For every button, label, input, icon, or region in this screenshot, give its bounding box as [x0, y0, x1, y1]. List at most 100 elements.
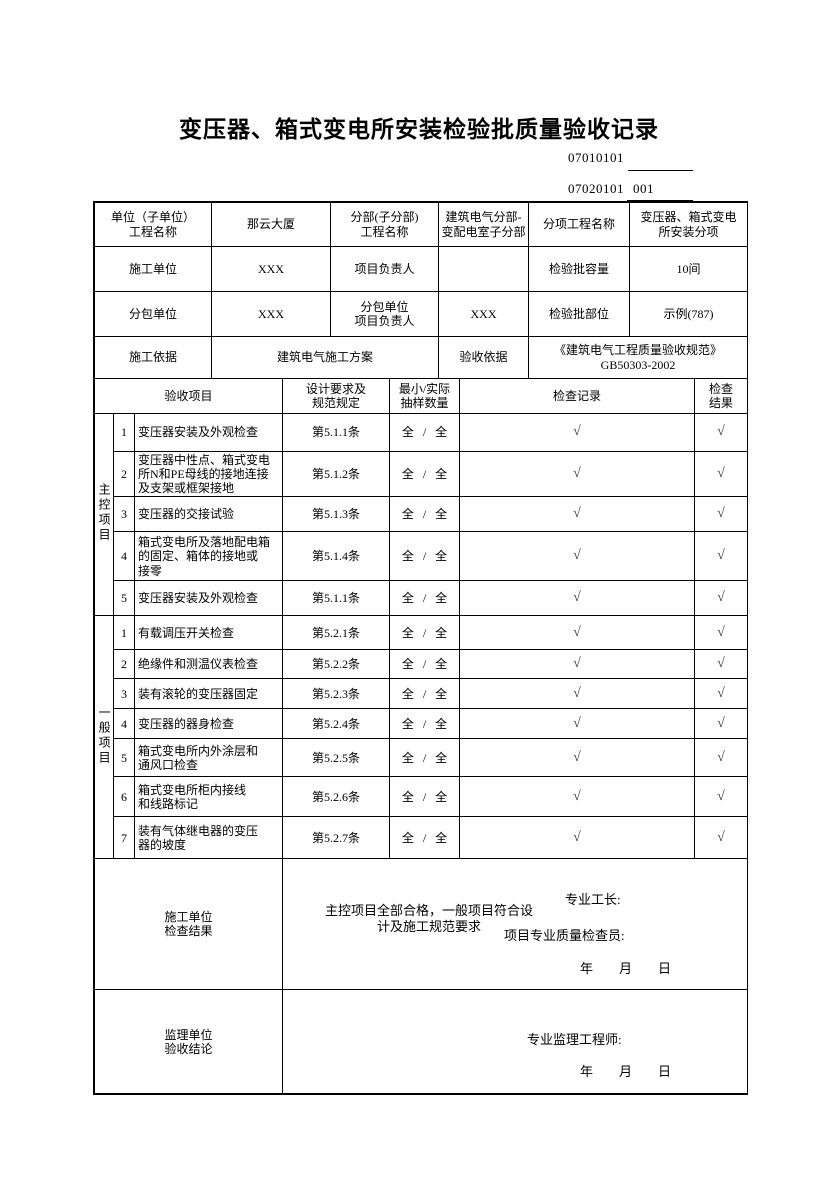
items-header-project: 验收项目 [94, 378, 283, 414]
supervision-date-line: 年 月 日 [580, 1064, 672, 1080]
item-name: 装有气体继电器的变压 器的坡度 [134, 816, 283, 860]
check-record-mark: √ [459, 580, 695, 617]
item-sample: 全 / 全 [389, 678, 460, 710]
check-record-mark: √ [459, 776, 695, 818]
check-record-mark: √ [459, 738, 695, 778]
supervising-engineer-signature-label: 专业监理工程师: [527, 1032, 622, 1048]
item-name: 装有滚轮的变压器固定 [134, 678, 283, 710]
item-sample: 全 / 全 [389, 580, 460, 617]
table-row: 2 变压器中性点、箱式变电 所N和PE母线的接地连接 及支架或框架接地 第5.1… [95, 450, 748, 498]
item-spec: 第5.2.7条 [282, 816, 390, 860]
subcontract-unit-label: 分包单位 [94, 291, 212, 337]
items-header-record: 检查记录 [459, 378, 695, 414]
batch-capacity-value: 10间 [629, 246, 748, 292]
table-row: 5 变压器安装及外观检查 第5.1.1条 全 / 全 √ √ [95, 580, 748, 617]
table-row: 4 箱式变电所及落地配电箱 的固定、箱体的接地或 接零 第5.1.4条 全 / … [95, 531, 748, 582]
item-no: 5 [113, 738, 135, 778]
item-no: 6 [113, 776, 135, 818]
check-result-mark: √ [694, 708, 748, 740]
construction-date-line: 年 月 日 [580, 961, 672, 977]
form-code-primary: 07010101 [568, 150, 624, 165]
construction-unit-value: XXX [211, 246, 331, 292]
item-spec: 第5.1.1条 [282, 413, 390, 452]
subcontract-leader-label: 分包单位 项目负责人 [330, 291, 439, 337]
subcontract-unit-value: XXX [211, 291, 331, 337]
item-sample: 全 / 全 [389, 816, 460, 860]
item-no: 2 [113, 649, 135, 680]
table-row: 分包单位 XXX 分包单位 项目负责人 XXX 检验批部位 示例(787) [94, 291, 748, 337]
construction-check-result-label: 施工单位 检查结果 [94, 858, 283, 991]
table-row: 施工单位 检查结果 主控项目全部合格，一般项目符合设 计及施工规范要求 专业工长… [94, 858, 748, 991]
project-leader-label: 项目负责人 [330, 246, 439, 292]
check-record-mark: √ [459, 413, 695, 452]
inspection-items-table: 验收项目 设计要求及 规范规定 最小/实际 抽样数量 检查记录 检查 结果 主控… [94, 378, 748, 860]
item-spec: 第5.2.2条 [282, 649, 390, 680]
item-no: 3 [113, 678, 135, 710]
check-record-mark: √ [459, 615, 695, 651]
item-no: 4 [113, 708, 135, 740]
supervision-conclusion-label: 监理单位 验收结论 [94, 989, 283, 1095]
check-result-mark: √ [694, 450, 748, 498]
items-header-spec: 设计要求及 规范规定 [282, 378, 390, 414]
item-spec: 第5.2.4条 [282, 708, 390, 740]
construction-basis-label: 施工依据 [94, 336, 212, 379]
item-sample: 全 / 全 [389, 708, 460, 740]
item-name: 箱式变电所柜内接线 和线路标记 [134, 776, 283, 818]
table-row: 单位（子单位） 工程名称 那云大厦 分部(子分部) 工程名称 建筑电气分部- 变… [94, 202, 748, 247]
item-name: 变压器安装及外观检查 [134, 580, 283, 617]
project-leader-value [438, 246, 529, 292]
item-name: 绝缘件和测温仪表检查 [134, 649, 283, 680]
check-record-mark: √ [459, 649, 695, 680]
table-row: 2 绝缘件和测温仪表检查 第5.2.2条 全 / 全 √ √ [95, 649, 748, 680]
foreman-signature-label: 专业工长: [565, 892, 621, 908]
check-record-mark: √ [459, 496, 695, 533]
check-result-mark: √ [694, 776, 748, 818]
item-name: 变压器中性点、箱式变电 所N和PE母线的接地连接 及支架或框架接地 [134, 450, 283, 498]
code-blank-line [628, 170, 693, 171]
item-name: 变压器的器身检查 [134, 708, 283, 740]
item-sample: 全 / 全 [389, 450, 460, 498]
subsection-name-label: 分部(子分部) 工程名称 [330, 202, 439, 247]
acceptance-basis-value: 《建筑电气工程质量验收规范》 GB50303-2002 [528, 336, 748, 379]
item-name: 有载调压开关检查 [134, 615, 283, 651]
table-row: 6 箱式变电所柜内接线 和线路标记 第5.2.6条 全 / 全 √ √ [95, 776, 748, 818]
item-sample: 全 / 全 [389, 413, 460, 452]
table-row: 监理单位 验收结论 专业监理工程师: 年 月 日 [94, 989, 748, 1095]
item-project-name-value: 变压器、箱式变电 所安装分项 [629, 202, 748, 247]
construction-conclusion-text: 主控项目全部合格，一般项目符合设 计及施工规范要求 [324, 903, 533, 934]
check-result-mark: √ [694, 738, 748, 778]
item-spec: 第5.1.3条 [282, 496, 390, 533]
quality-inspector-signature-label: 项目专业质量检查员: [504, 928, 625, 944]
check-result-mark: √ [694, 580, 748, 617]
item-project-name-label: 分项工程名称 [528, 202, 630, 247]
items-header-result: 检查 结果 [694, 378, 748, 414]
check-result-mark: √ [694, 816, 748, 860]
subsection-name-value: 建筑电气分部- 变配电室子分部 [438, 202, 529, 247]
item-no: 2 [113, 450, 135, 498]
form-code-secondary: 07020101 [568, 181, 624, 196]
code-value-line [627, 200, 693, 201]
check-record-mark: √ [459, 816, 695, 860]
item-sample: 全 / 全 [389, 496, 460, 533]
item-no: 7 [113, 816, 135, 860]
item-spec: 第5.1.1条 [282, 580, 390, 617]
item-spec: 第5.2.5条 [282, 738, 390, 778]
item-no: 4 [113, 531, 135, 582]
subcontract-leader-value: XXX [438, 291, 529, 337]
supervision-conclusion-cell: 专业监理工程师: 年 月 日 [282, 989, 748, 1095]
item-sample: 全 / 全 [389, 776, 460, 818]
item-spec: 第5.2.6条 [282, 776, 390, 818]
conclusion-table: 施工单位 检查结果 主控项目全部合格，一般项目符合设 计及施工规范要求 专业工长… [94, 858, 748, 1095]
check-result-mark: √ [694, 678, 748, 710]
main-items-group-label: 主控项目 [94, 412, 114, 617]
table-row: 5 箱式变电所内外涂层和 通风口检查 第5.2.5条 全 / 全 √ √ [95, 738, 748, 778]
check-result-mark: √ [694, 649, 748, 680]
item-name: 箱式变电所内外涂层和 通风口检查 [134, 738, 283, 778]
check-result-mark: √ [694, 413, 748, 452]
item-spec: 第5.1.2条 [282, 450, 390, 498]
unit-project-name-label: 单位（子单位） 工程名称 [94, 202, 212, 247]
project-info-table: 单位（子单位） 工程名称 那云大厦 分部(子分部) 工程名称 建筑电气分部- 变… [94, 202, 748, 379]
construction-unit-label: 施工单位 [94, 246, 212, 292]
table-row: 施工依据 建筑电气施工方案 验收依据 《建筑电气工程质量验收规范》 GB5030… [94, 336, 748, 379]
acceptance-basis-label: 验收依据 [438, 336, 529, 379]
